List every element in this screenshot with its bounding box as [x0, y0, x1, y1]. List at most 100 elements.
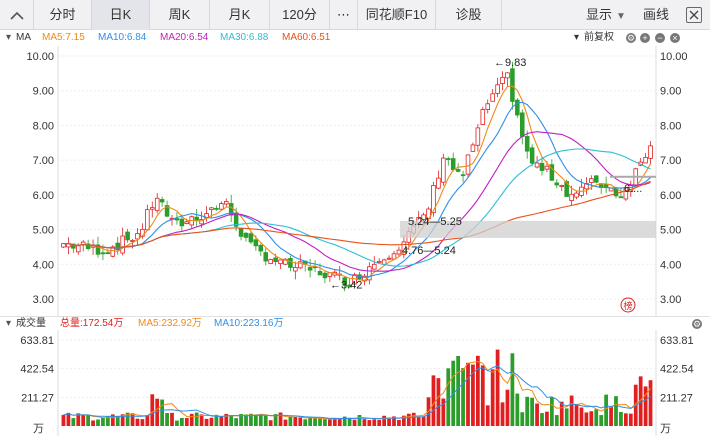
zoom-in-icon[interactable]: +: [640, 33, 650, 43]
candle-body: [465, 154, 471, 175]
volume-bar: [288, 416, 293, 426]
zoom-out-icon[interactable]: −: [655, 33, 665, 43]
candle-body: [534, 162, 540, 168]
candle-body: [470, 144, 476, 152]
volume-bar: [362, 419, 367, 426]
volume-bar: [219, 416, 224, 426]
volume-bar: [421, 416, 426, 426]
candle-body: [273, 257, 278, 263]
last-price-marker: [610, 175, 656, 178]
volume-bar: [239, 413, 243, 426]
candle-body: [584, 183, 589, 190]
volume-bar: [91, 420, 95, 426]
candle-body: [441, 157, 446, 183]
tab-diagnose[interactable]: 诊股: [436, 0, 502, 30]
vol-tick-right: 633.81: [660, 335, 694, 347]
volume-bar: [466, 362, 470, 426]
volume-settings-gear-icon[interactable]: ⚙: [692, 319, 702, 329]
volume-bar: [244, 414, 248, 426]
volume-bar: [318, 418, 322, 426]
candle-body: [648, 145, 653, 159]
volume-bar: [130, 413, 135, 426]
candle-body: [564, 181, 569, 197]
volume-bar: [505, 389, 510, 426]
candle-body: [524, 136, 530, 152]
volume-bar: [387, 417, 391, 426]
price-tick-left: 5.00: [33, 225, 54, 237]
volume-chart[interactable]: 633.81 633.81 422.54 422.54 211.27 211.27 万 万: [0, 330, 710, 436]
tab-more[interactable]: ⋯: [330, 0, 358, 30]
candle-body: [490, 93, 495, 102]
volume-bar: [249, 413, 253, 426]
volume-bar: [604, 394, 609, 426]
volume-bar: [382, 415, 387, 426]
volume-bar: [584, 412, 589, 426]
candle-body: [159, 199, 165, 203]
volume-bar: [446, 368, 451, 426]
volume-bar: [209, 417, 214, 426]
candle-body: [283, 258, 288, 265]
volume-bar: [342, 416, 347, 426]
volume-bar: [540, 413, 544, 426]
price-chart[interactable]: 10.00 10.00 9.00 9.00 8.00 8.00 7.00 7.00 6.00 6.…: [0, 46, 710, 316]
volume-bar: [283, 419, 288, 426]
price-adjust-select[interactable]: 前复权: [584, 32, 614, 43]
volume-bar: [234, 418, 239, 426]
price-annotation: ←3.42: [330, 279, 362, 291]
volume-bar: [120, 414, 125, 426]
price-tick-right: 6.00: [660, 190, 681, 202]
ma10-line: [63, 101, 651, 278]
volume-bar: [520, 412, 525, 426]
draw-line-button[interactable]: 画线: [643, 7, 670, 22]
price-tick-left: 8.00: [33, 120, 54, 132]
volume-bar: [96, 419, 100, 426]
ma-adjust-arrow-icon[interactable]: ▾: [574, 32, 580, 43]
settings-gear-icon[interactable]: ⚙: [626, 33, 636, 43]
volume-bar: [332, 419, 337, 426]
tab-monthly-k[interactable]: 月K: [210, 0, 270, 30]
volume-bar: [160, 399, 165, 426]
volume-bar: [189, 413, 194, 426]
volume-legend-bar: ▾ 成交量 总量:172.54万 MA5:232.92万 MA10:223.16…: [0, 316, 710, 330]
candle-body: [371, 263, 377, 270]
candle-body: [243, 232, 249, 238]
minimize-button[interactable]: [0, 0, 34, 30]
candle-body: [115, 242, 121, 251]
volume-bar: [456, 355, 461, 426]
volume-bar: [609, 406, 613, 426]
volume-bar: [81, 415, 86, 426]
candle-body: [376, 260, 382, 263]
tab-f10[interactable]: 同花顺F10: [358, 0, 436, 30]
ma5-line: [63, 85, 651, 281]
vol-expand-icon[interactable]: ▾: [6, 318, 12, 329]
volume-bar: [352, 419, 357, 426]
candle-body: [288, 258, 293, 268]
tab-intraday[interactable]: 分时: [34, 0, 92, 30]
ma-expand-icon[interactable]: ▾: [6, 32, 12, 43]
volume-bar: [258, 414, 263, 426]
candle-body: [618, 196, 624, 199]
candle-body: [342, 277, 347, 286]
tab-120min[interactable]: 120分: [270, 0, 330, 30]
close-button[interactable]: [686, 7, 702, 23]
vol-tick-left: 422.54: [20, 364, 54, 376]
volume-bar: [347, 417, 352, 426]
volume-bar: [303, 419, 308, 426]
remove-indicator-icon[interactable]: ×: [670, 33, 680, 43]
candle-body: [317, 270, 323, 276]
tab-daily-k[interactable]: 日K: [92, 0, 150, 30]
candle-body: [184, 221, 190, 224]
candle-body: [559, 185, 565, 188]
candle-body: [85, 243, 91, 249]
candle-body: [510, 68, 515, 102]
volume-bar: [125, 412, 130, 426]
tab-weekly-k[interactable]: 周K: [150, 0, 210, 30]
volume-bar: [638, 376, 643, 426]
volume-ma10-line: [63, 365, 651, 420]
volume-bar: [549, 397, 554, 426]
candle-body: [253, 239, 259, 247]
display-menu[interactable]: 显示 ▼: [586, 0, 626, 30]
candle-body: [278, 259, 283, 265]
price-tick-right: 8.00: [660, 120, 681, 132]
volume-bar: [175, 420, 179, 426]
